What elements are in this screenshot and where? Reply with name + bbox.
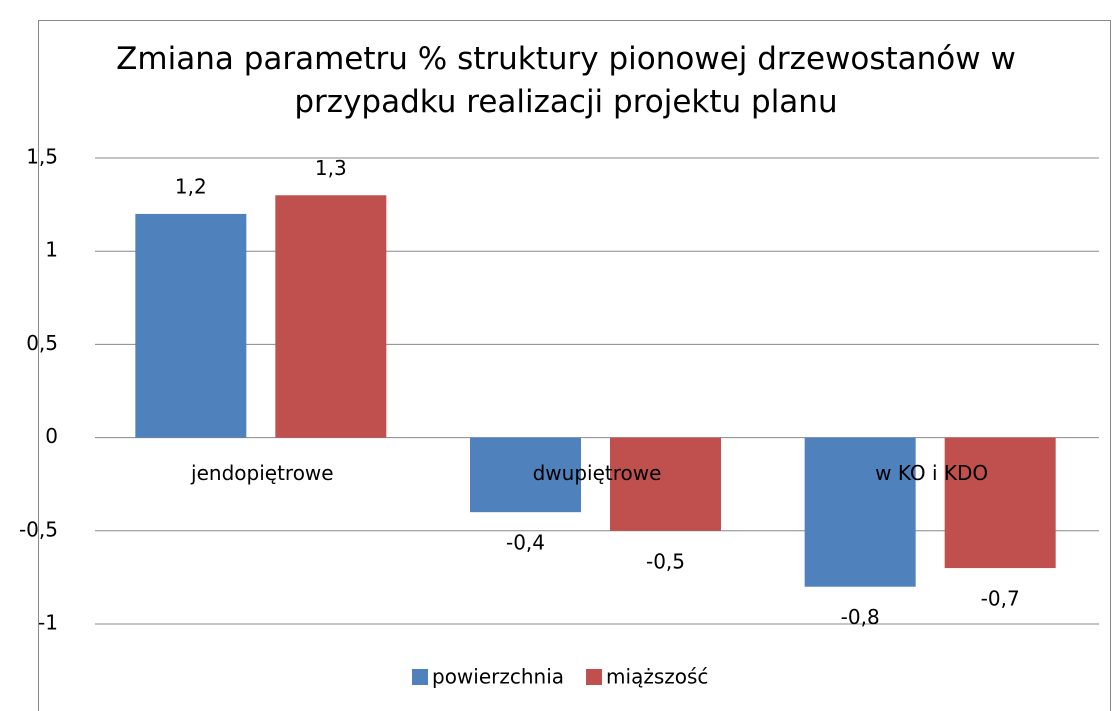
bar <box>944 437 1056 569</box>
y-tick-label: 0,5 <box>26 331 58 355</box>
data-label: -0,8 <box>841 605 880 629</box>
data-label: 1,2 <box>175 174 207 198</box>
y-tick-label: -1 <box>38 611 58 635</box>
x-tick-label: w KO i KDO <box>875 461 988 485</box>
legend-swatch <box>586 669 603 685</box>
chart-title: Zmiana parametru % struktury pionowej dr… <box>116 41 1016 120</box>
bar <box>804 437 916 587</box>
data-label: -0,4 <box>506 531 545 555</box>
bar <box>275 195 387 438</box>
legend-swatch <box>412 669 428 685</box>
data-label: 1,3 <box>315 156 347 180</box>
bar <box>470 437 581 513</box>
bar <box>135 213 247 438</box>
y-tick-label: 1 <box>45 238 58 262</box>
legend-label: powierzchnia <box>432 665 564 689</box>
legend-label: miąższość <box>606 665 708 689</box>
y-tick-label: 0 <box>45 424 58 448</box>
y-tick-label: -0,5 <box>19 517 58 541</box>
y-tick-label: 1,5 <box>26 145 58 169</box>
x-tick-label: dwupiętrowe <box>533 461 662 485</box>
data-label: -0,7 <box>981 587 1020 611</box>
data-label: -0,5 <box>646 549 685 573</box>
bar <box>610 437 721 531</box>
x-tick-label: jendopiętrowe <box>190 461 334 485</box>
